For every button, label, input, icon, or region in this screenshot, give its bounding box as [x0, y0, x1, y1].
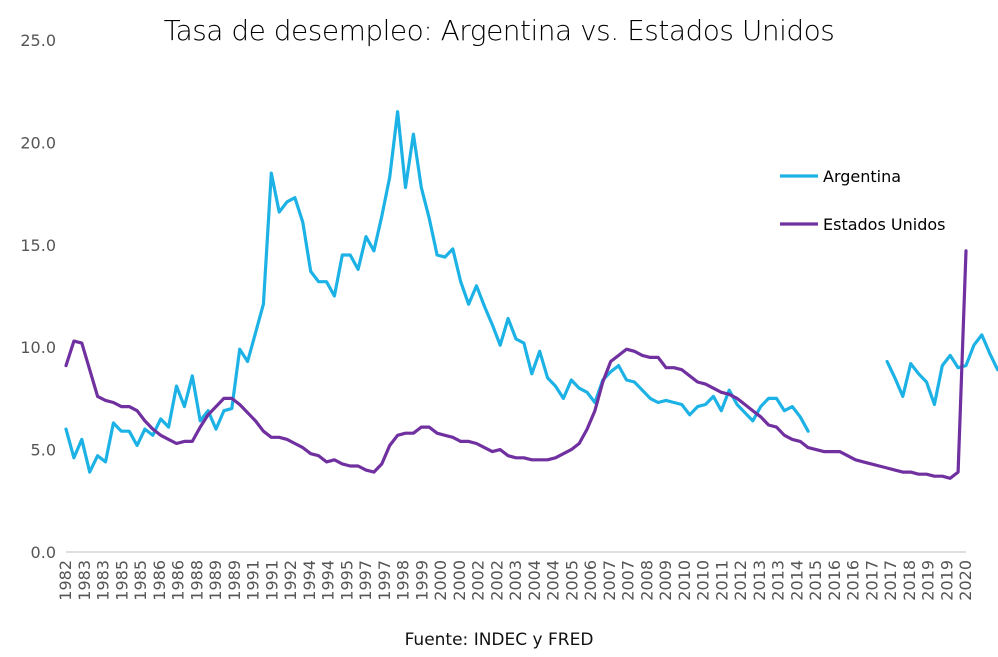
- series-line-estados-unidos: [64, 249, 968, 480]
- x-tick-label: 1991: [262, 560, 281, 601]
- legend-label-argentina: Argentina: [823, 167, 901, 186]
- x-tick-label: 1995: [337, 560, 356, 601]
- x-tick-label: 2017: [862, 560, 881, 601]
- x-tick-label: 1983: [94, 560, 113, 601]
- x-tick-label: 2003: [506, 560, 525, 601]
- y-tick-label: 20.0: [20, 133, 56, 152]
- x-tick-label: 2000: [431, 560, 450, 601]
- x-tick-label: 2005: [562, 560, 581, 601]
- x-tick-label: 2015: [806, 560, 825, 601]
- y-tick-label: 15.0: [20, 236, 56, 255]
- y-tick-label: 0.0: [31, 543, 56, 562]
- x-axis-ticks: 1982 1983 1983 1985 1985 1986 1986 1988 1989 1989…: [56, 560, 975, 601]
- x-tick-label: 2013: [769, 560, 788, 601]
- y-axis-ticks: 0.0 5.0 10.0 15.0 20.0 25.0: [20, 31, 56, 562]
- x-tick-label: 1988: [187, 560, 206, 601]
- x-tick-label: 1983: [75, 560, 94, 601]
- x-tick-label: 1998: [394, 560, 413, 601]
- source-note: Fuente: INDEC y FRED: [404, 630, 594, 650]
- x-tick-label: 1985: [131, 560, 150, 601]
- series-line-argentina: [885, 333, 998, 407]
- x-tick-label: 2018: [900, 560, 919, 601]
- x-tick-label: 2013: [750, 560, 769, 601]
- x-tick-label: 2011: [712, 560, 731, 601]
- x-tick-label: 2008: [637, 560, 656, 601]
- x-tick-label: 2009: [656, 560, 675, 601]
- y-tick-label: 5.0: [31, 441, 56, 460]
- x-tick-label: 2004: [525, 560, 544, 601]
- x-tick-label: 2007: [619, 560, 638, 601]
- y-tick-label: 25.0: [20, 31, 56, 50]
- x-tick-label: 2010: [675, 560, 694, 601]
- x-tick-label: 1997: [375, 560, 394, 601]
- x-tick-label: 1989: [225, 560, 244, 601]
- x-tick-label: 2016: [844, 560, 863, 601]
- x-tick-label: 1994: [300, 560, 319, 601]
- x-tick-label: 2002: [487, 560, 506, 601]
- series-line-argentina: [64, 110, 810, 474]
- legend: Argentina Estados Unidos: [780, 167, 945, 234]
- x-tick-label: 2000: [450, 560, 469, 601]
- x-tick-label: 1989: [206, 560, 225, 601]
- x-tick-label: 1994: [319, 560, 338, 601]
- x-tick-label: 2006: [581, 560, 600, 601]
- x-tick-label: 2007: [600, 560, 619, 601]
- x-tick-label: 2014: [787, 560, 806, 601]
- x-tick-label: 1991: [244, 560, 263, 601]
- x-tick-label: 2012: [731, 560, 750, 601]
- x-tick-label: 2002: [469, 560, 488, 601]
- x-tick-label: 1986: [169, 560, 188, 601]
- x-tick-label: 1986: [150, 560, 169, 601]
- legend-label-estados-unidos: Estados Unidos: [823, 215, 945, 234]
- x-tick-label: 2020: [956, 560, 975, 601]
- x-tick-label: 2017: [881, 560, 900, 601]
- chart-title: Tasa de desempleo: Argentina vs. Estados…: [163, 14, 835, 47]
- x-tick-label: 2016: [825, 560, 844, 601]
- x-tick-label: 1982: [56, 560, 75, 601]
- x-tick-label: 1992: [281, 560, 300, 601]
- x-tick-label: 2019: [937, 560, 956, 601]
- x-tick-label: 2004: [544, 560, 563, 601]
- series-layer: [64, 110, 998, 480]
- x-tick-label: 2010: [694, 560, 713, 601]
- x-tick-label: 2019: [919, 560, 938, 601]
- x-tick-label: 1985: [112, 560, 131, 601]
- x-tick-label: 1999: [412, 560, 431, 601]
- x-tick-label: 1997: [356, 560, 375, 601]
- y-tick-label: 10.0: [20, 338, 56, 357]
